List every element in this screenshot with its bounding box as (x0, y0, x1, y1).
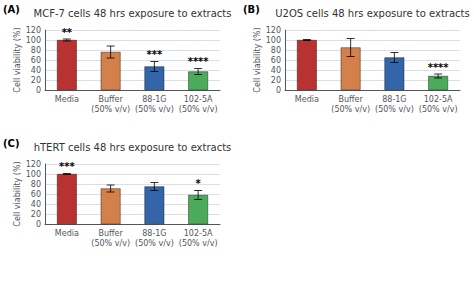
svg-text:(50% v/v): (50% v/v) (331, 105, 370, 114)
svg-text:*: * (196, 178, 202, 189)
svg-text:102-5A: 102-5A (424, 95, 453, 104)
svg-text:0: 0 (36, 86, 41, 95)
svg-text:88-1G: 88-1G (142, 95, 166, 104)
svg-text:60: 60 (271, 56, 281, 65)
svg-text:80: 80 (31, 46, 41, 55)
svg-text:(50% v/v): (50% v/v) (91, 105, 130, 114)
svg-text:102-5A: 102-5A (184, 95, 213, 104)
svg-text:(50% v/v): (50% v/v) (91, 239, 130, 248)
svg-text:Buffer: Buffer (98, 229, 123, 238)
svg-text:120: 120 (26, 160, 41, 169)
svg-text:(50% v/v): (50% v/v) (375, 105, 414, 114)
svg-text:Media: Media (295, 95, 319, 104)
svg-text:0: 0 (36, 220, 41, 229)
svg-text:(50% v/v): (50% v/v) (135, 105, 174, 114)
svg-text:(50% v/v): (50% v/v) (135, 239, 174, 248)
svg-text:Media: Media (55, 229, 79, 238)
svg-text:Buffer: Buffer (338, 95, 363, 104)
svg-text:Cell viability (%): Cell viability (%) (13, 161, 22, 226)
svg-text:(50% v/v): (50% v/v) (419, 105, 458, 114)
svg-text:88-1G: 88-1G (382, 95, 406, 104)
svg-text:(50% v/v): (50% v/v) (179, 105, 218, 114)
svg-text:(50% v/v): (50% v/v) (179, 239, 218, 248)
svg-text:60: 60 (31, 190, 41, 199)
svg-text:60: 60 (31, 56, 41, 65)
svg-text:****: **** (428, 62, 450, 73)
svg-text:80: 80 (31, 180, 41, 189)
svg-text:(B): (B) (243, 4, 260, 15)
svg-text:Cell viability (%): Cell viability (%) (13, 27, 22, 92)
svg-text:**: ** (62, 27, 73, 38)
svg-text:0: 0 (276, 86, 281, 95)
svg-text:120: 120 (26, 26, 41, 35)
svg-text:***: *** (59, 161, 75, 172)
svg-text:120: 120 (266, 26, 281, 35)
svg-text:20: 20 (271, 76, 281, 85)
svg-text:(A): (A) (3, 4, 20, 15)
svg-text:Cell viability (%): Cell viability (%) (253, 27, 262, 92)
svg-text:hTERT cells 48 hrs exposure to: hTERT cells 48 hrs exposure to extracts (34, 142, 232, 153)
svg-text:100: 100 (26, 170, 41, 179)
svg-text:20: 20 (31, 210, 41, 219)
svg-text:***: *** (147, 49, 163, 60)
svg-text:100: 100 (26, 36, 41, 45)
svg-text:Buffer: Buffer (98, 95, 123, 104)
svg-text:80: 80 (271, 46, 281, 55)
svg-text:40: 40 (271, 66, 281, 75)
svg-text:40: 40 (31, 200, 41, 209)
svg-text:MCF-7 cells 48 hrs exposure to: MCF-7 cells 48 hrs exposure to extracts (34, 8, 232, 19)
svg-text:102-5A: 102-5A (184, 229, 213, 238)
svg-text:100: 100 (266, 36, 281, 45)
svg-text:20: 20 (31, 76, 41, 85)
svg-text:U2OS cells 48 hrs exposure to: U2OS cells 48 hrs exposure to extracts (275, 8, 469, 19)
svg-text:Media: Media (55, 95, 79, 104)
svg-text:(C): (C) (3, 138, 19, 149)
svg-text:40: 40 (31, 66, 41, 75)
svg-text:88-1G: 88-1G (142, 229, 166, 238)
svg-text:****: **** (188, 56, 210, 67)
